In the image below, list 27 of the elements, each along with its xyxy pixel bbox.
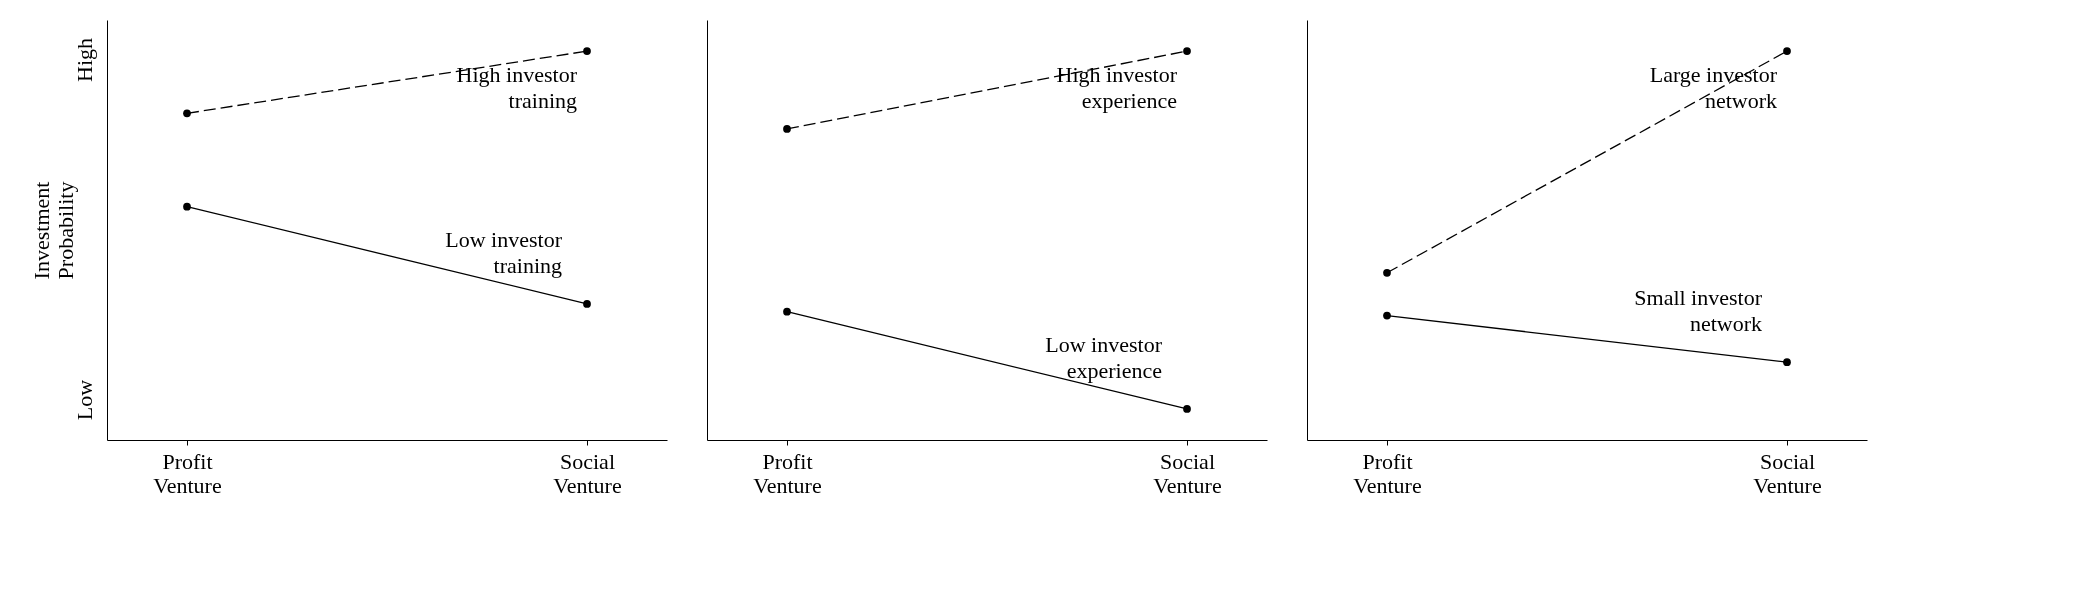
series-label: High investor training: [456, 62, 578, 114]
point: [783, 307, 791, 316]
point: [583, 300, 591, 308]
series-label: Small investor network: [1634, 285, 1763, 337]
series-label: Low investor experience: [1045, 331, 1163, 383]
point: [783, 125, 791, 133]
x-tick-label: Social Venture: [553, 448, 622, 498]
y-axis-title: Investment Probability: [28, 181, 78, 280]
series-label: Large investor network: [1649, 62, 1778, 114]
text: High: [72, 38, 97, 82]
x-tick-label: Social Venture: [1753, 448, 1822, 498]
series-label: Low investor training: [445, 226, 563, 278]
x-tick-label: Profit Venture: [1353, 448, 1422, 498]
point: [183, 202, 191, 211]
x-tick-label: Profit Venture: [153, 448, 222, 498]
point: [1383, 311, 1391, 320]
x-tick-label: Social Venture: [1153, 448, 1222, 498]
point: [1183, 47, 1191, 55]
point: [183, 109, 191, 118]
x-tick-label: Profit Venture: [753, 448, 822, 498]
point: [583, 47, 591, 55]
point: [1183, 405, 1191, 413]
point: [1383, 268, 1391, 277]
point: [1783, 47, 1791, 55]
series-label: High investor experience: [1056, 62, 1178, 114]
text: Low: [72, 379, 97, 421]
point: [1783, 358, 1791, 367]
